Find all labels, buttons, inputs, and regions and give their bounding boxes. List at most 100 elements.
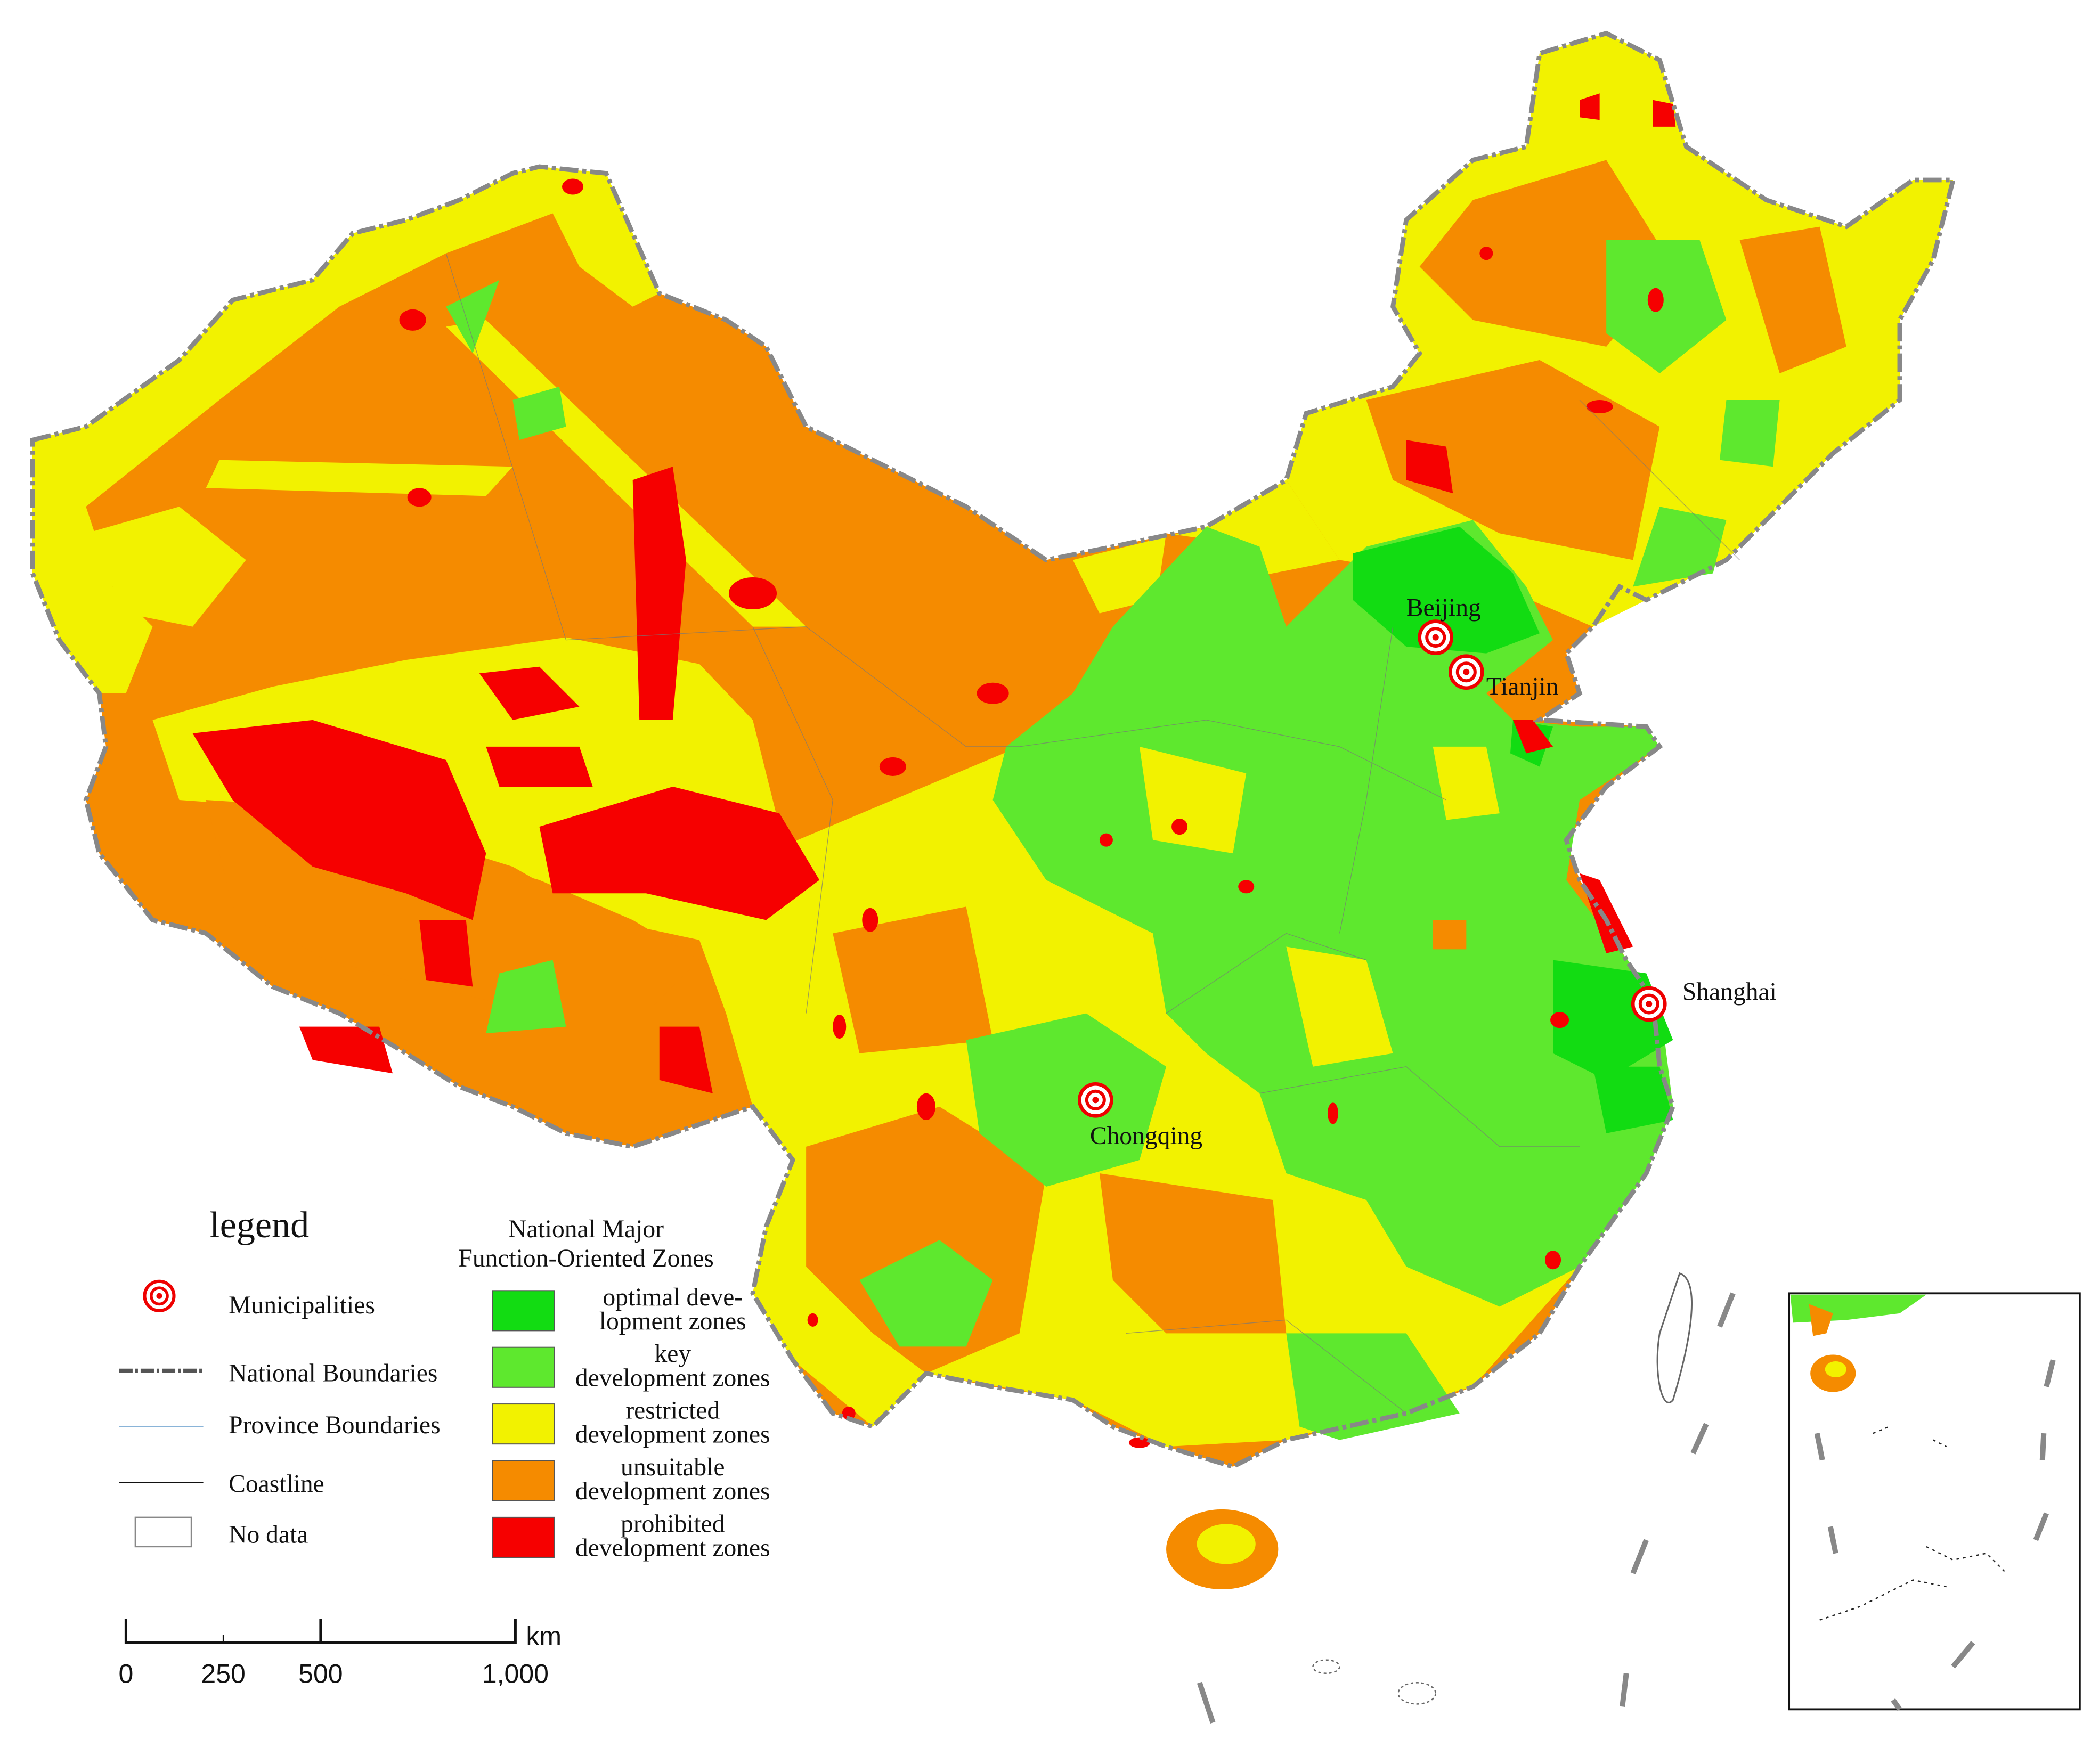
zone-region: [1586, 400, 1613, 414]
legend-label: Municipalities: [229, 1292, 375, 1319]
municipality-marker: [1646, 1001, 1653, 1008]
legend: legend National Major Function-Oriented …: [119, 1205, 770, 1562]
map-shape: [1951, 1640, 1975, 1669]
scale-label: 0: [118, 1659, 133, 1688]
zone-region: [539, 787, 820, 920]
map-shape: [1827, 1526, 1838, 1554]
zone-label: key: [654, 1340, 691, 1368]
scale-label: 1,000: [482, 1659, 549, 1688]
legend-label: Province Boundaries: [229, 1411, 440, 1439]
zone-region: [562, 178, 584, 195]
zone-region: [859, 1240, 993, 1347]
zone-region: [977, 682, 1009, 704]
map-shape: [1630, 1539, 1649, 1574]
zone-region: [512, 386, 566, 440]
map-shape: [1259, 1066, 1580, 1147]
zone-region: [992, 520, 1673, 1307]
zone-region: [1653, 100, 1676, 127]
scale-label: 500: [298, 1659, 343, 1688]
zone-label: lopment zones: [599, 1308, 746, 1335]
zone-region: [1139, 746, 1247, 854]
municipality-marker: [1432, 634, 1439, 641]
municipality-marker: [1463, 668, 1470, 675]
zone-swatch: [492, 1516, 555, 1558]
zone-swatch: [492, 1290, 555, 1332]
zone-region: [879, 757, 906, 776]
municipality-marker: [156, 1293, 162, 1299]
zone-region: [206, 460, 513, 496]
zone-region: [1171, 819, 1188, 835]
zone-region: [399, 309, 426, 331]
zone-region: [486, 746, 593, 787]
map-shape: [30, 30, 1956, 1469]
scale-label: 250: [201, 1659, 246, 1688]
zone-region: [1197, 1524, 1256, 1564]
zone-label: development zones: [575, 1477, 770, 1505]
zone-region: [1606, 240, 1727, 373]
zone-region: [807, 1313, 818, 1327]
zone-region: [1809, 1304, 1833, 1336]
map-shape: [1126, 1319, 1407, 1414]
map-shape: [2033, 1512, 2049, 1541]
map-shape: [1166, 933, 1366, 1014]
zone-region: [659, 1026, 713, 1093]
zone-region: [1433, 920, 1467, 950]
zone-label: restricted: [625, 1397, 720, 1425]
zone-region: [1825, 1361, 1846, 1378]
zone-region: [446, 280, 500, 354]
city-label: Beijing: [1406, 594, 1481, 622]
zone-label: optimal deve-: [603, 1284, 743, 1311]
zone-region: [833, 907, 993, 1054]
zone-region: [806, 1106, 1046, 1374]
city-label: Chongqing: [1090, 1122, 1202, 1150]
cities: Beijing Tianjin Shanghai Chongqing: [1078, 594, 1777, 1150]
zone-region: [1286, 946, 1393, 1067]
map-shape: [2044, 1359, 2056, 1387]
map-shape: [1019, 720, 1447, 801]
zone-swatch: [492, 1346, 555, 1388]
zone-region: [1550, 1012, 1569, 1028]
map-shape: [1312, 1659, 1340, 1675]
zone-label: development zones: [575, 1421, 770, 1449]
zone-region: [1366, 360, 1660, 560]
map-shape: [1891, 1698, 1902, 1711]
legend-label: No data: [229, 1521, 308, 1548]
zone-region: [833, 1015, 847, 1039]
map-shape: [1397, 1682, 1436, 1705]
zone-layer: [32, 33, 1954, 1590]
zone-region: [1327, 1102, 1338, 1124]
zone-region: [1719, 400, 1780, 467]
zone-region: [1580, 93, 1600, 120]
zone-region: [407, 488, 432, 507]
inset: [1788, 1292, 2081, 1711]
zone-region: [1593, 1066, 1673, 1133]
map-shape: [1819, 1426, 2007, 1621]
zone-region: [1647, 288, 1664, 312]
zone-region: [479, 666, 580, 720]
zone-region: [1545, 1251, 1561, 1270]
map-shape: [1620, 1673, 1629, 1707]
zone-label: prohibited: [621, 1510, 725, 1538]
zone-region: [862, 908, 878, 932]
zone-region: [632, 467, 686, 720]
zone-region: [1353, 526, 1540, 654]
municipality-marker: [1092, 1097, 1099, 1104]
zone-region: [966, 1013, 1167, 1187]
zone-region: [1099, 1173, 1287, 1334]
city-label: Tianjin: [1486, 673, 1559, 700]
zone-region: [1512, 720, 1553, 754]
zone-swatch: [492, 1460, 555, 1501]
zone-region: [486, 960, 566, 1034]
zone-region: [1633, 507, 1727, 587]
zone-region: [916, 1093, 935, 1120]
map-shape: [1656, 1272, 1693, 1403]
legend-label: National Boundaries: [229, 1360, 437, 1387]
city-label: Shanghai: [1682, 978, 1777, 1006]
zone-label: development zones: [575, 1534, 770, 1562]
zone-region: [1286, 1333, 1460, 1440]
zone-region: [32, 166, 660, 693]
map-shape: [1814, 1433, 1825, 1461]
boundaries: [30, 30, 1956, 1724]
